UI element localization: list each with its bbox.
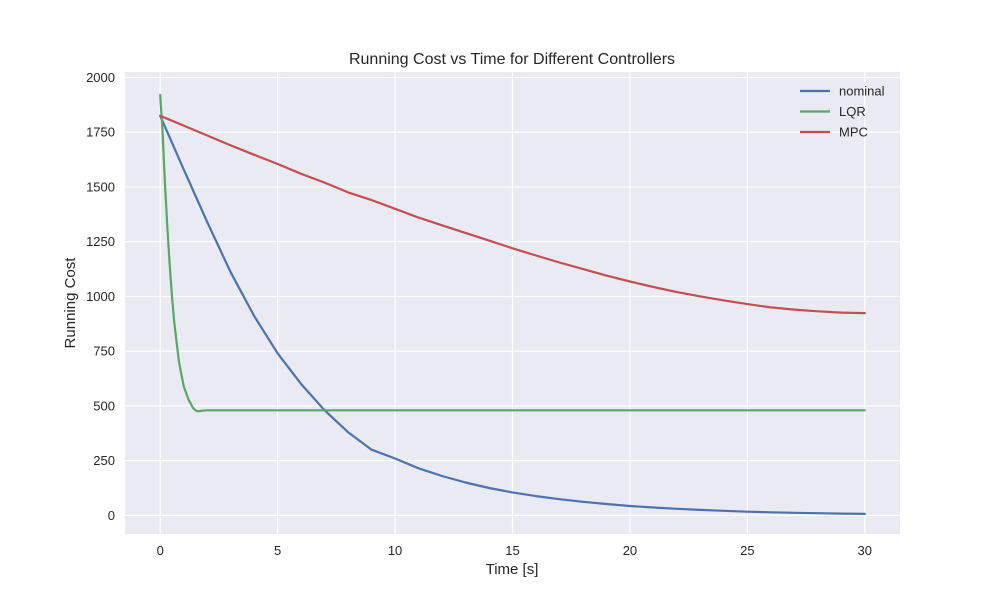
y-tick-label: 1500 xyxy=(86,179,115,194)
chart-title: Running Cost vs Time for Different Contr… xyxy=(349,51,675,68)
legend: nominal LQR MPC xyxy=(800,84,885,140)
x-tick-label: 10 xyxy=(388,543,402,558)
x-tick-label: 30 xyxy=(858,543,872,558)
y-tick-label: 1250 xyxy=(86,234,115,249)
x-tick-label: 25 xyxy=(740,543,754,558)
y-axis-label: Running Cost xyxy=(62,257,79,349)
y-tick-label: 750 xyxy=(93,344,115,359)
x-axis-label: Time [s] xyxy=(486,561,539,578)
legend-label-lqr: LQR xyxy=(839,104,866,119)
series-line-lqr xyxy=(159,93,866,413)
y-tick-label: 0 xyxy=(108,508,115,523)
legend-label-mpc: MPC xyxy=(839,125,868,140)
series-layer xyxy=(159,93,866,516)
y-tick-label: 250 xyxy=(93,453,115,468)
x-tick-labels: 0 5 10 15 20 25 30 xyxy=(157,543,872,558)
grid xyxy=(125,72,900,534)
x-tick-label: 0 xyxy=(157,543,164,558)
x-tick-label: 20 xyxy=(623,543,637,558)
series-line-mpc xyxy=(159,114,866,315)
x-tick-label: 5 xyxy=(274,543,281,558)
y-tick-label: 500 xyxy=(93,398,115,413)
series-line-nominal xyxy=(159,114,866,516)
y-tick-label: 1750 xyxy=(86,125,115,140)
y-tick-label: 2000 xyxy=(86,70,115,85)
legend-label-nominal: nominal xyxy=(839,84,885,99)
y-tick-labels: 0 250 500 750 1000 1250 1500 1750 2000 xyxy=(86,70,115,523)
x-tick-label: 15 xyxy=(505,543,519,558)
y-tick-label: 1000 xyxy=(86,289,115,304)
